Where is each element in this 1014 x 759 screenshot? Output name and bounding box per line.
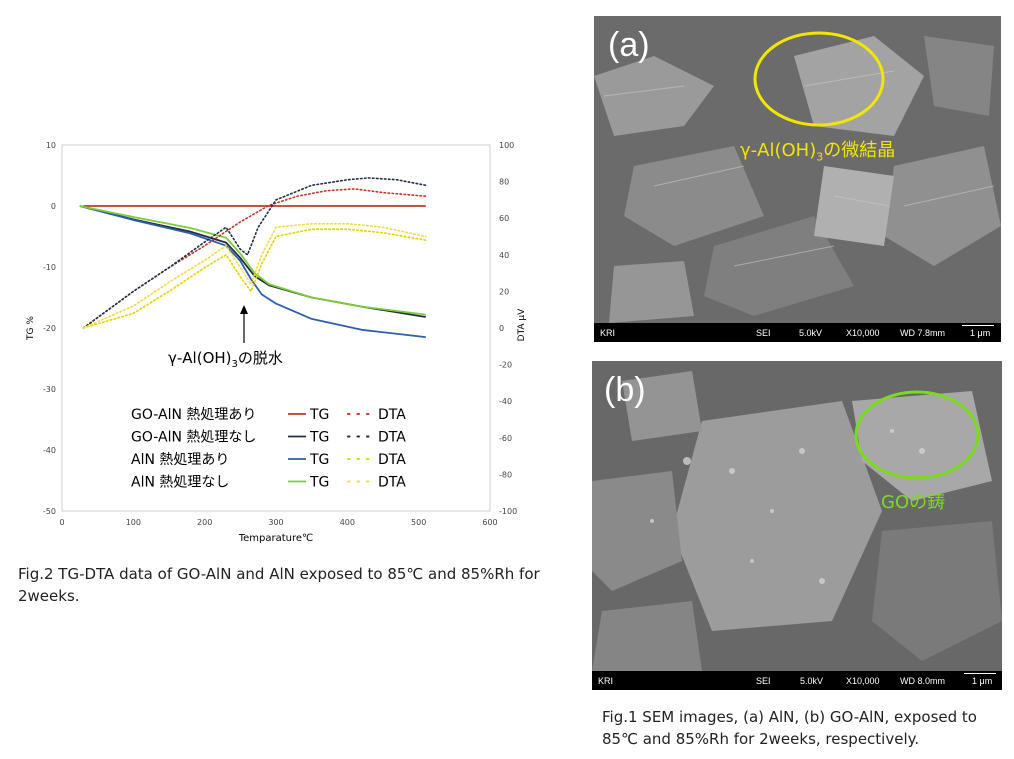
- series-line-dta-4: [82, 188, 427, 329]
- series-line-tg-1: [79, 205, 426, 318]
- y-right-tick-label: 40: [499, 251, 509, 260]
- legend-dta-label: DTA: [378, 430, 406, 446]
- sem-b-mag: X10,000: [846, 676, 880, 686]
- y-left-axis-label: TG %: [26, 316, 36, 341]
- legend-label: GO-AlN 熱処理なし: [131, 430, 256, 446]
- sem-b-wd: WD 8.0mm: [900, 676, 945, 686]
- legend-dta-label: DTA: [378, 475, 406, 491]
- sem-b-scale: 1 μm: [972, 676, 993, 686]
- legend: GO-AlN 熱処理あり TG DTA GO-AlN 熱処理なし TG DTA AlN 熱処…: [131, 407, 406, 491]
- legend-label: AlN 熱処理なし: [131, 475, 229, 491]
- x-axis-label: Temparature℃: [238, 533, 314, 544]
- sem-info-bar-b: KRI SEI 5.0kV X10,000 WD 8.0mm 1 μm: [592, 671, 1002, 690]
- y-left-tick-label: -30: [43, 385, 56, 394]
- sem-a-kv: 5.0kV: [799, 328, 823, 338]
- y-left-tick-label: 10: [46, 141, 56, 150]
- y-right-tick-label: -20: [499, 361, 512, 370]
- legend-label: GO-AlN 熱処理あり: [131, 407, 256, 423]
- sem-image-b: (b) GOの鋳 KRI SEI 5.0kV X10,000 WD 8.0mm …: [592, 361, 1002, 690]
- x-tick-label: 600: [482, 518, 497, 527]
- y-left-tick-label: 0: [51, 202, 56, 211]
- y-right-tick-label: -40: [499, 397, 512, 406]
- sem-b-mode: SEI: [756, 676, 771, 686]
- sem-image-a: (a) γ-Al(OH)3の微結晶 KRI SEI 5.0kV X10,000 …: [594, 16, 1001, 342]
- x-tick-label: 300: [268, 518, 283, 527]
- tg-dta-chart: 0 100 200 300 400 500 600100-10-20-30-40-50100…: [26, 141, 527, 544]
- y-right-tick-label: 80: [499, 178, 509, 187]
- series-line-tg-2: [79, 205, 426, 338]
- legend-tg-label: TG: [309, 452, 329, 468]
- legend-dta-label: DTA: [378, 452, 406, 468]
- sem-a-wd: WD 7.8mm: [900, 328, 945, 338]
- legend-tg-label: TG: [309, 430, 329, 446]
- annotation-b: GOの鋳: [881, 492, 946, 513]
- x-tick-label: 200: [197, 518, 212, 527]
- series-line-dta-5: [82, 177, 427, 329]
- annotation-a: γ-Al(OH)3の微結晶: [740, 140, 896, 164]
- y-right-tick-label: -100: [499, 507, 517, 516]
- y-right-tick-label: 0: [499, 324, 504, 333]
- sem-b-kv: 5.0kV: [800, 676, 824, 686]
- sem-a-scalebar: [962, 325, 994, 326]
- sem-a-mag: X10,000: [846, 328, 880, 338]
- legend-label: AlN 熱処理あり: [131, 452, 229, 468]
- legend-tg-label: TG: [309, 475, 329, 491]
- sem-b-scalebar: [964, 673, 996, 674]
- fig2-caption: Fig.2 TG-DTA data of GO-AlN and AlN expo…: [18, 565, 540, 605]
- panel-label-b: (b): [604, 371, 646, 409]
- y-right-axis-label: DTA μV: [517, 308, 527, 341]
- y-right-tick-label: -80: [499, 470, 512, 479]
- legend-tg-label: TG: [309, 407, 329, 423]
- x-tick-label: 0: [59, 518, 64, 527]
- highlight-ellipse-b: [854, 390, 980, 480]
- series-line-dta-7: [82, 222, 427, 329]
- y-left-tick-label: -10: [43, 263, 56, 272]
- y-left-tick-label: -20: [43, 324, 56, 333]
- dehydration-annotation: γ-Al(OH)3の脱水: [168, 349, 283, 370]
- x-tick-label: 500: [411, 518, 426, 527]
- highlight-ellipse-a: [753, 31, 885, 127]
- sem-a-mode: SEI: [756, 328, 771, 338]
- sem-a-site: KRI: [600, 328, 616, 338]
- sem-b-site: KRI: [598, 676, 614, 686]
- y-left-tick-label: -50: [43, 507, 56, 516]
- y-right-tick-label: 20: [499, 287, 509, 296]
- y-right-tick-label: 60: [499, 214, 509, 223]
- series-line-dta-6: [82, 228, 427, 329]
- legend-dta-label: DTA: [378, 407, 406, 423]
- fig1-caption: Fig.1 SEM images, (a) AlN, (b) GO-AlN, e…: [602, 708, 977, 748]
- dehydration-arrowhead: [240, 305, 248, 314]
- y-right-tick-label: -60: [499, 434, 512, 443]
- x-tick-label: 100: [126, 518, 141, 527]
- panel-label-a: (a): [608, 26, 650, 64]
- y-left-tick-label: -40: [43, 446, 56, 455]
- x-tick-label: 400: [340, 518, 355, 527]
- sem-a-scale: 1 μm: [970, 328, 991, 338]
- sem-texture-b: [592, 361, 1002, 671]
- plot-frame: [61, 144, 491, 512]
- sem-texture-a: [594, 16, 1001, 323]
- series-line-tg-3: [79, 205, 426, 316]
- sem-info-bar-a: KRI SEI 5.0kV X10,000 WD 7.8mm 1 μm: [594, 323, 1001, 342]
- y-right-tick-label: 100: [499, 141, 514, 150]
